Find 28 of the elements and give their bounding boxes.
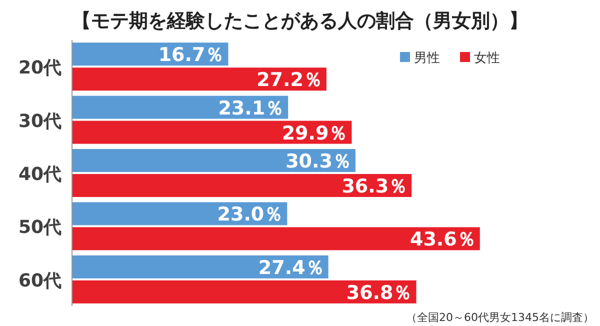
bar [72,255,328,278]
bar [72,227,480,250]
y-tick-label: 20代 [18,58,62,79]
text: （全国20～60代男女1345名に調査） [406,311,594,324]
data-label: 23.0％ [217,204,284,226]
data-label: 27.2％ [256,69,322,92]
bar [72,280,416,304]
bar [72,96,288,119]
bar [72,202,288,226]
data-label: 29.9％ [282,122,348,144]
y-tick-label: 30代 [18,110,62,132]
data-label: 36.8％ [346,282,412,304]
data-label: 36.3％ [342,176,408,198]
data-label: 30.3％ [286,150,352,172]
legend-label: 女性 [474,51,500,66]
y-tick-label: 60代 [18,270,62,292]
bar [72,174,412,197]
data-label: 27.4％ [258,256,324,279]
bar [72,68,326,91]
y-tick-label: 40代 [18,164,62,185]
y-tick-label: 50代 [18,217,62,238]
data-label: 16.7％ [158,44,224,66]
data-label: 43.6％ [410,228,476,251]
chart-title: 【モテ期を経験したことがある人の割合（男女別）】 [72,10,528,32]
bar [72,149,356,172]
legend-label: 男性 [414,51,440,66]
bar [72,120,352,144]
data-label: 23.1％ [218,97,284,120]
